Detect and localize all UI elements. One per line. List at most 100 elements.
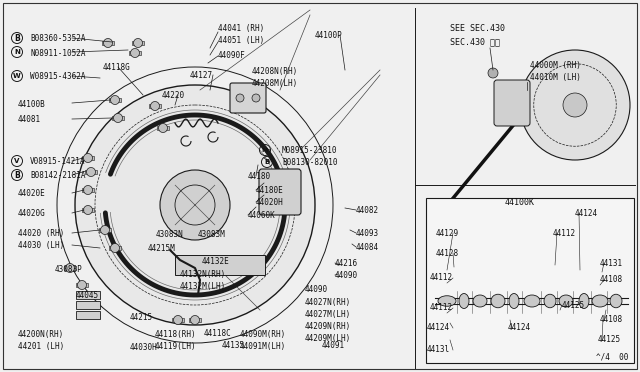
Bar: [64, 266, 76, 270]
Text: 44081: 44081: [18, 115, 41, 124]
Text: 44000M (RH): 44000M (RH): [530, 61, 581, 70]
Circle shape: [131, 48, 140, 58]
Text: 44112: 44112: [430, 304, 453, 312]
Bar: [82, 188, 94, 192]
Ellipse shape: [473, 295, 487, 307]
Circle shape: [160, 170, 230, 240]
Text: 44131: 44131: [600, 259, 623, 267]
Text: 44020E: 44020E: [18, 189, 45, 198]
Bar: [85, 170, 97, 174]
Ellipse shape: [438, 296, 456, 306]
Circle shape: [173, 315, 182, 324]
Bar: [175, 255, 265, 275]
Text: B08360-5352A: B08360-5352A: [30, 33, 86, 42]
Text: B: B: [14, 33, 20, 42]
Ellipse shape: [559, 295, 573, 307]
Text: 44128: 44128: [436, 248, 459, 257]
Circle shape: [75, 85, 315, 325]
Bar: [76, 311, 100, 319]
Text: N: N: [14, 49, 20, 55]
FancyBboxPatch shape: [494, 80, 530, 126]
Text: 43083M: 43083M: [198, 230, 226, 238]
Text: 44125: 44125: [598, 336, 621, 344]
Text: 44209N(RH): 44209N(RH): [305, 321, 351, 330]
Text: 44215: 44215: [130, 314, 153, 323]
Text: 44020H: 44020H: [256, 198, 284, 206]
Circle shape: [159, 124, 168, 132]
Text: 44118(RH): 44118(RH): [155, 330, 196, 339]
Ellipse shape: [524, 295, 540, 307]
Text: 44090F: 44090F: [218, 51, 246, 60]
Circle shape: [83, 154, 93, 163]
Bar: [82, 156, 94, 160]
FancyBboxPatch shape: [259, 169, 301, 215]
Text: 44208M(LH): 44208M(LH): [252, 78, 298, 87]
Text: 44135: 44135: [222, 341, 245, 350]
Bar: [109, 98, 121, 102]
Bar: [76, 301, 100, 309]
Text: 44027N(RH): 44027N(RH): [305, 298, 351, 307]
Ellipse shape: [544, 294, 556, 308]
Text: 44041 (RH): 44041 (RH): [218, 23, 264, 32]
Text: 44118C: 44118C: [204, 330, 232, 339]
Text: 44118G: 44118G: [103, 62, 131, 71]
Circle shape: [86, 167, 95, 176]
Text: 44201 (LH): 44201 (LH): [18, 343, 64, 352]
Bar: [132, 41, 144, 45]
Bar: [172, 318, 184, 322]
Text: 44045: 44045: [76, 292, 99, 301]
Bar: [109, 246, 121, 250]
Text: 44125: 44125: [562, 301, 585, 310]
Text: B08142-2181A: B08142-2181A: [30, 170, 86, 180]
Bar: [426, 198, 634, 363]
Text: V: V: [14, 158, 20, 164]
Text: B08130-82010: B08130-82010: [282, 157, 337, 167]
Text: B: B: [14, 170, 20, 180]
Text: 44112: 44112: [553, 228, 576, 237]
Text: 44084: 44084: [356, 243, 379, 251]
Text: 44090: 44090: [335, 270, 358, 279]
Circle shape: [65, 263, 74, 273]
Circle shape: [111, 244, 120, 253]
Circle shape: [134, 38, 143, 48]
Text: 44180: 44180: [248, 171, 271, 180]
Ellipse shape: [459, 294, 469, 308]
Circle shape: [100, 225, 109, 234]
Text: 44132E: 44132E: [202, 257, 230, 266]
Circle shape: [252, 94, 260, 102]
Circle shape: [150, 102, 159, 110]
Text: 44091: 44091: [322, 341, 345, 350]
Circle shape: [77, 280, 86, 289]
Ellipse shape: [592, 295, 608, 307]
Ellipse shape: [491, 294, 505, 308]
Text: 44100B: 44100B: [18, 99, 45, 109]
Text: 44010M (LH): 44010M (LH): [530, 73, 581, 81]
Text: 44030 (LH): 44030 (LH): [18, 241, 64, 250]
Text: 44200N(RH): 44200N(RH): [18, 330, 64, 340]
Bar: [76, 283, 88, 287]
Text: 44215M: 44215M: [148, 244, 176, 253]
Text: 44220: 44220: [162, 90, 185, 99]
Circle shape: [191, 315, 200, 324]
Text: 44093: 44093: [356, 228, 379, 237]
Bar: [157, 126, 169, 130]
Circle shape: [488, 68, 498, 78]
Text: 44091M(LH): 44091M(LH): [240, 341, 286, 350]
Circle shape: [104, 38, 113, 48]
Text: 44124: 44124: [508, 324, 531, 333]
Text: 44124: 44124: [575, 208, 598, 218]
Text: 44180E: 44180E: [256, 186, 284, 195]
Text: 44216: 44216: [335, 259, 358, 267]
Text: 44082: 44082: [356, 205, 379, 215]
Text: B: B: [264, 159, 269, 165]
Text: 44132N(RH): 44132N(RH): [180, 269, 227, 279]
Text: 44209M(LH): 44209M(LH): [305, 334, 351, 343]
Text: W08915-4362A: W08915-4362A: [30, 71, 86, 80]
Circle shape: [83, 186, 93, 195]
Bar: [82, 208, 94, 212]
Circle shape: [563, 93, 587, 117]
Text: 44124: 44124: [427, 324, 450, 333]
Circle shape: [83, 205, 93, 215]
Circle shape: [236, 94, 244, 102]
FancyBboxPatch shape: [230, 83, 266, 113]
